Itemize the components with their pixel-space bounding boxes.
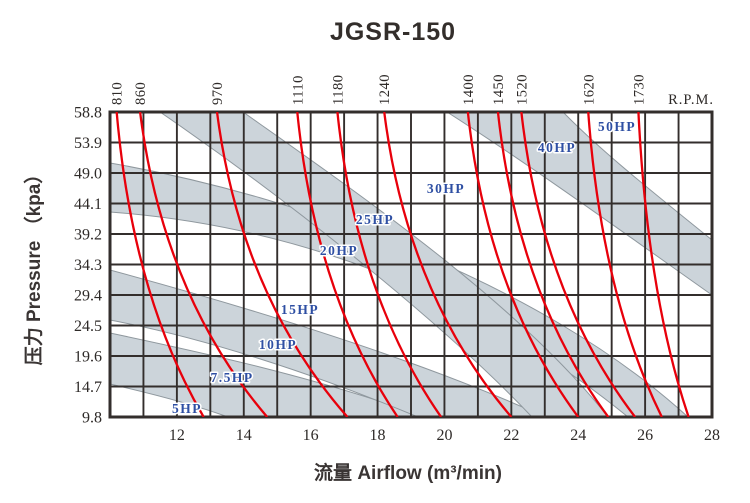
rpm-curve-810 xyxy=(115,112,205,417)
pressure-tick-label: 39.2 xyxy=(74,227,102,244)
airflow-tick-label: 14 xyxy=(236,427,252,444)
pressure-tick-label: 19.6 xyxy=(74,349,102,366)
hp-label-5hp: 5HP xyxy=(172,401,202,416)
hp-label-50hp: 50HP xyxy=(598,119,636,134)
airflow-tick-label: 12 xyxy=(169,427,185,444)
rpm-tick-label-1620: 1620 xyxy=(581,74,597,105)
airflow-tick-label: 18 xyxy=(370,427,386,444)
airflow-tick-label: 24 xyxy=(570,427,586,444)
rpm-curve-1180 xyxy=(336,112,443,417)
rpm-curve-1450 xyxy=(496,112,610,417)
rpm-axis-labels: 810 860 970 1110 1180 1240 1400 1450 1520 1620 173… xyxy=(110,74,648,105)
hp-label-25hp: 25HP xyxy=(356,212,394,227)
airflow-tick-label: 26 xyxy=(637,427,653,444)
hp-label-10hp: 10HP xyxy=(259,337,297,352)
rpm-tick-label-1240: 1240 xyxy=(377,74,393,105)
rpm-curve-1240 xyxy=(383,112,513,417)
rpm-axis-unit: R.P.M. xyxy=(668,92,714,108)
rpm-tick-label-1450: 1450 xyxy=(491,74,507,105)
airflow-tick-label: 22 xyxy=(503,427,519,444)
rpm-tick-label-1400: 1400 xyxy=(461,74,477,105)
airflow-axis-title: 流量 Airflow (m³/min) xyxy=(314,461,502,484)
pressure-axis-title: 压力 Pressure （kpa） xyxy=(22,165,45,366)
chart-title: JGSR-150 xyxy=(330,18,456,46)
rpm-curve-970 xyxy=(215,112,349,417)
airflow-tick-label: 16 xyxy=(303,427,319,444)
rpm-curve-1620 xyxy=(587,112,663,417)
rpm-tick-label-860: 860 xyxy=(133,82,149,105)
rpm-tick-label-970: 970 xyxy=(210,82,226,105)
hp-label-15hp: 15HP xyxy=(281,302,319,317)
rpm-tick-label-1730: 1730 xyxy=(631,74,647,105)
hp-label-40hp: 40HP xyxy=(538,140,576,155)
pressure-tick-label: 14.7 xyxy=(74,379,102,396)
pressure-tick-label: 44.1 xyxy=(74,196,102,213)
airflow-axis-labels: 12 14 16 18 20 22 24 26 28 xyxy=(169,427,720,444)
horsepower-labels: 5HP 7.5HP 10HP 15HP 20HP 25HP 30HP 40HP 50HP xyxy=(171,118,637,418)
plot-border xyxy=(108,110,714,419)
rpm-tick-label-1180: 1180 xyxy=(330,75,346,105)
rpm-tick-label-810: 810 xyxy=(110,82,126,105)
rpm-curve-860 xyxy=(138,112,269,417)
hp-label-7_5hp: 7.5HP xyxy=(210,370,253,385)
pressure-axis-labels: 9.8 14.7 19.6 24.5 29.4 34.3 39.2 44.1 49.0 53.9 5… xyxy=(74,105,102,427)
pressure-tick-label: 58.8 xyxy=(74,105,102,122)
pressure-tick-label: 34.3 xyxy=(74,257,102,274)
rpm-curves xyxy=(115,112,690,417)
grid-lines xyxy=(110,112,712,417)
hp-label-30hp: 30HP xyxy=(427,181,465,196)
pressure-tick-label: 29.4 xyxy=(74,288,102,305)
pressure-tick-label: 9.8 xyxy=(82,410,102,427)
hp-label-20hp: 20HP xyxy=(320,243,358,258)
rpm-curve-1730 xyxy=(637,112,690,417)
rpm-curve-1110 xyxy=(296,112,399,417)
airflow-tick-label: 28 xyxy=(704,427,720,444)
pressure-tick-label: 49.0 xyxy=(74,166,102,183)
rpm-curve-1400 xyxy=(466,112,580,417)
pressure-tick-label: 53.9 xyxy=(74,135,102,152)
pressure-tick-label: 24.5 xyxy=(74,318,102,335)
rpm-tick-label-1520: 1520 xyxy=(514,74,530,105)
rpm-tick-label-1110: 1110 xyxy=(290,75,306,105)
rpm-curve-1520 xyxy=(520,112,636,417)
airflow-tick-label: 20 xyxy=(436,427,452,444)
